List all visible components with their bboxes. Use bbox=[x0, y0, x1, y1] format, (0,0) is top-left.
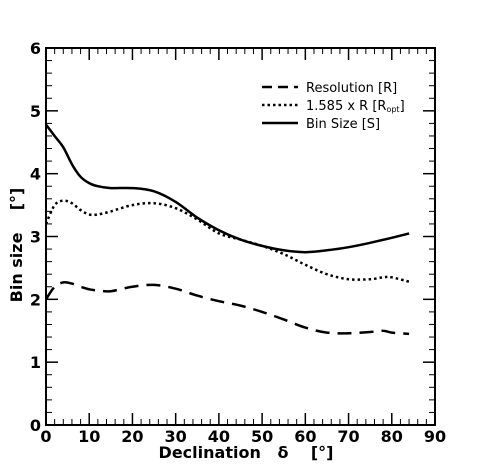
legend-label: 1.585 x R [Ropt] bbox=[306, 99, 405, 114]
x-tick-label: 80 bbox=[381, 427, 403, 446]
x-tick-label: 90 bbox=[424, 427, 446, 446]
x-tick-label: 10 bbox=[78, 427, 100, 446]
series-line-dotted bbox=[44, 199, 410, 283]
legend: Resolution [R] 1.585 x R [Ropt] Bin Size [… bbox=[262, 81, 405, 132]
y-tick-label: 6 bbox=[30, 39, 41, 58]
legend-label: Bin Size [S] bbox=[306, 117, 380, 132]
legend-label: Resolution [R] bbox=[306, 81, 397, 96]
x-tick-label: 70 bbox=[337, 427, 359, 446]
x-tick-label: 50 bbox=[251, 427, 273, 446]
y-axis-label: Bin size [°] bbox=[7, 188, 26, 303]
y-tick-label: 3 bbox=[30, 228, 41, 247]
y-tick-label: 2 bbox=[30, 290, 41, 309]
y-tick-label: 1 bbox=[30, 353, 41, 372]
x-axis-label: Declination δ [°] bbox=[159, 443, 334, 462]
series-line-dashed bbox=[44, 280, 410, 336]
x-tick-label: 30 bbox=[165, 427, 187, 446]
x-tick-label: 20 bbox=[121, 427, 143, 446]
y-tick-label: 5 bbox=[30, 102, 41, 121]
x-tick-label: 0 bbox=[40, 427, 51, 446]
y-tick-label: 4 bbox=[30, 165, 41, 184]
y-tick-label: 0 bbox=[30, 416, 41, 435]
x-tick-label: 40 bbox=[208, 427, 230, 446]
series-line-solid bbox=[45, 123, 410, 254]
x-tick-label: 60 bbox=[294, 427, 316, 446]
